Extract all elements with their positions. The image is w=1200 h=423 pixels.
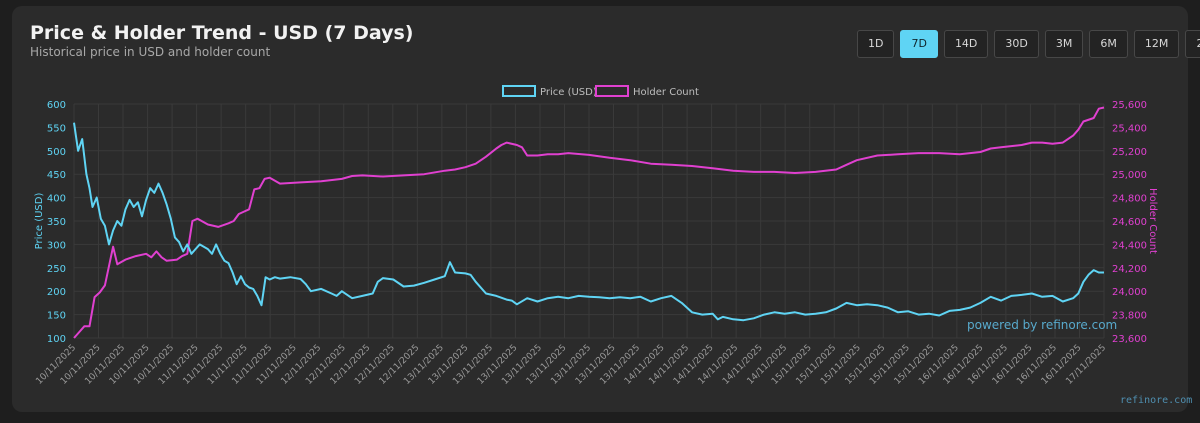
- range-button-1d[interactable]: 1D: [857, 30, 895, 58]
- y-left-tick-label: 300: [47, 240, 66, 251]
- range-button-6m[interactable]: 6M: [1089, 30, 1128, 58]
- y-left-tick-label: 150: [47, 311, 66, 322]
- legend-swatch-price: [502, 85, 536, 97]
- y-left-tick-label: 400: [47, 194, 66, 205]
- price-line: [73, 122, 1104, 322]
- range-button-7d[interactable]: 7D: [900, 30, 938, 58]
- holder-count-line: [73, 106, 1105, 339]
- legend-label-holders: Holder Count: [633, 87, 699, 98]
- y-left-tick-label: 200: [47, 287, 66, 298]
- y-right-tick-label: 23,600: [1112, 334, 1147, 345]
- chart-title: Price & Holder Trend - USD (7 Days): [30, 22, 414, 44]
- y-right-tick-label: 25,400: [1112, 123, 1147, 134]
- y-right-tick-label: 23,800: [1112, 311, 1147, 322]
- chart-subtitle: Historical price in USD and holder count: [30, 45, 271, 59]
- y-right-tick-label: 24,600: [1112, 217, 1147, 228]
- y-left-tick-label: 100: [47, 334, 66, 345]
- y-left-axis-title: Price (USD): [34, 193, 45, 250]
- y-right-tick-label: 25,600: [1112, 100, 1147, 111]
- y-right-tick-label: 24,400: [1112, 240, 1147, 251]
- y-right-tick-label: 24,000: [1112, 287, 1147, 298]
- y-left-tick-label: 250: [47, 264, 66, 275]
- footer-brand[interactable]: refinore.com: [1120, 395, 1193, 406]
- y-left-tick-label: 500: [47, 147, 66, 158]
- range-button-30d[interactable]: 30D: [994, 30, 1039, 58]
- y-right-tick-label: 25,000: [1112, 170, 1147, 181]
- watermark: powered by refinore.com: [967, 318, 1118, 332]
- chart-card: [12, 6, 1188, 412]
- range-button-14d[interactable]: 14D: [943, 30, 989, 58]
- y-right-axis-title: Holder Count: [1147, 188, 1158, 254]
- time-range-selector: 1D 7D 14D 30D 3M 6M 12M 2Y: [857, 30, 1200, 58]
- range-button-2y[interactable]: 2Y: [1185, 30, 1200, 58]
- y-left-tick-label: 600: [47, 100, 66, 111]
- legend-label-price: Price (USD): [540, 87, 597, 98]
- y-right-tick-label: 24,200: [1112, 264, 1147, 275]
- legend-swatch-holders: [595, 85, 629, 97]
- range-button-12m[interactable]: 12M: [1133, 30, 1180, 58]
- y-right-tick-label: 25,200: [1112, 147, 1147, 158]
- y-right-tick-label: 24,800: [1112, 194, 1147, 205]
- y-left-tick-label: 350: [47, 217, 66, 228]
- y-left-tick-label: 450: [47, 170, 66, 181]
- y-left-tick-label: 550: [47, 123, 66, 134]
- range-button-3m[interactable]: 3M: [1044, 30, 1084, 58]
